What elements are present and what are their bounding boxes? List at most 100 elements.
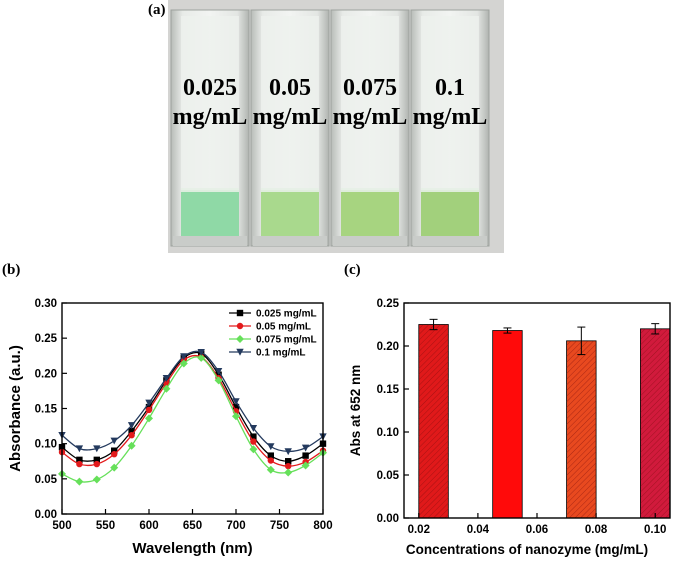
data-point (250, 433, 257, 440)
cuvette-concentration: 0.1 (435, 75, 465, 101)
data-point (236, 322, 244, 330)
data-point (110, 463, 119, 472)
data-point (93, 460, 101, 468)
x-tick-label: 0.08 (585, 524, 608, 536)
cuvette-photo: 0.025 mg/mL 0.05 mg/mL 0.075 mg/mL 0.1 mg/mL (168, 0, 504, 253)
x-tick-label: 0.02 (408, 524, 430, 536)
y-tick-label: 0.00 (35, 509, 57, 521)
series-line (61, 356, 324, 483)
data-point (111, 447, 118, 454)
y-tick-label: 0.25 (35, 333, 58, 345)
bar-hatch (566, 340, 597, 518)
data-point (127, 422, 136, 430)
data-point (232, 398, 240, 406)
cuvette-unit: mg/mL (413, 104, 488, 130)
y-tick-label: 0.15 (35, 404, 58, 416)
data-point (162, 375, 171, 382)
data-point (284, 468, 293, 477)
data-point (180, 353, 188, 361)
x-tick-label: 600 (139, 520, 158, 532)
data-point (111, 451, 118, 458)
absorbance-spectra-chart: 500 550 600 650 700 750 800 0.00 0.05 0.10 0.15 0.2… (7, 298, 333, 557)
cuvette-1: 0.025 mg/mL (170, 9, 250, 247)
data-point (162, 384, 171, 393)
bar (492, 330, 523, 519)
x-tick-label: 550 (96, 520, 115, 532)
data-point (284, 448, 292, 456)
data-point (267, 443, 275, 451)
cuvette-2: 0.05 mg/mL (250, 9, 330, 247)
data-point (266, 465, 275, 474)
cuvette-4: 0.1 mg/mL (410, 9, 490, 247)
data-point (236, 309, 244, 317)
cuvette-liquid (341, 190, 399, 240)
y-tick-label: 0.10 (35, 439, 57, 451)
data-point (236, 348, 244, 356)
data-point (302, 452, 309, 459)
y-tick-label: 0.10 (377, 427, 399, 439)
y-tick-label: 0.20 (35, 368, 57, 380)
series-line (61, 350, 324, 453)
cuvette-base (253, 236, 327, 246)
cuvette-unit: mg/mL (333, 104, 408, 130)
liquid-meniscus (261, 188, 319, 192)
x-tick-label: 650 (183, 520, 202, 532)
cuvette-unit: mg/mL (173, 104, 248, 130)
abs-652-bar-chart: 0.02 0.04 0.06 0.08 0.10 0.00 0.05 0.10 0.15 0.20… (348, 298, 671, 557)
data-point (93, 456, 100, 464)
liquid-meniscus (181, 188, 239, 192)
series-line (61, 351, 324, 462)
y-tick-label: 0.05 (35, 474, 58, 486)
x-tick-label: 750 (270, 520, 289, 532)
data-point (285, 458, 292, 465)
data-point (92, 475, 101, 484)
x-tick-label: 0.10 (644, 524, 666, 536)
data-point (163, 379, 170, 387)
legend-label: 0.1 mg/mL (256, 348, 305, 359)
data-point (75, 477, 84, 486)
cuvette-base (413, 236, 487, 246)
legend-label: 0.05 mg/mL (256, 322, 311, 333)
data-point (249, 445, 258, 454)
y-tick-label: 0.05 (377, 470, 400, 482)
cuvette-unit: mg/mL (253, 104, 328, 130)
y-tick-label: 0.00 (377, 513, 399, 525)
legend-item: 0.025 mg/mL (229, 309, 317, 320)
series-4 (58, 349, 327, 456)
cuvette-base (173, 236, 247, 246)
bar-group-2 (492, 327, 523, 519)
data-point (93, 445, 101, 453)
data-point (76, 456, 83, 464)
cuvette-3: 0.075 mg/mL (330, 9, 410, 247)
data-point (197, 353, 206, 362)
y-tick-label: 0.15 (377, 384, 400, 396)
y-axis-title: Absorbance (a.u.) (7, 345, 24, 472)
series-2 (58, 353, 327, 470)
legend-label: 0.025 mg/mL (256, 309, 317, 320)
data-point (145, 399, 153, 407)
series-3 (58, 353, 327, 486)
x-tick-label: 800 (313, 520, 332, 532)
data-point (76, 460, 83, 468)
data-point (128, 427, 135, 435)
cuvette-concentration: 0.05 (269, 75, 311, 101)
data-point (75, 445, 84, 453)
data-point (232, 403, 240, 411)
data-point (267, 457, 274, 464)
cuvette-liquid (421, 190, 479, 240)
y-tick-label: 0.30 (35, 298, 57, 310)
data-point (285, 462, 292, 470)
data-point (250, 438, 257, 445)
x-tick-label: 700 (226, 520, 245, 532)
series-line (61, 354, 324, 467)
cuvette-liquid (181, 190, 239, 240)
panel-label-a: (a) (148, 2, 166, 18)
y-axis-title: Abs at 652 nm (348, 365, 363, 457)
bar-group-4 (640, 323, 671, 519)
cuvette-concentration: 0.025 (183, 75, 237, 101)
bar-group-1 (418, 318, 449, 519)
bar-hatch (418, 324, 449, 518)
cuvette-base (333, 236, 407, 246)
data-point (214, 376, 223, 385)
panel-label-b: (b) (2, 262, 21, 278)
